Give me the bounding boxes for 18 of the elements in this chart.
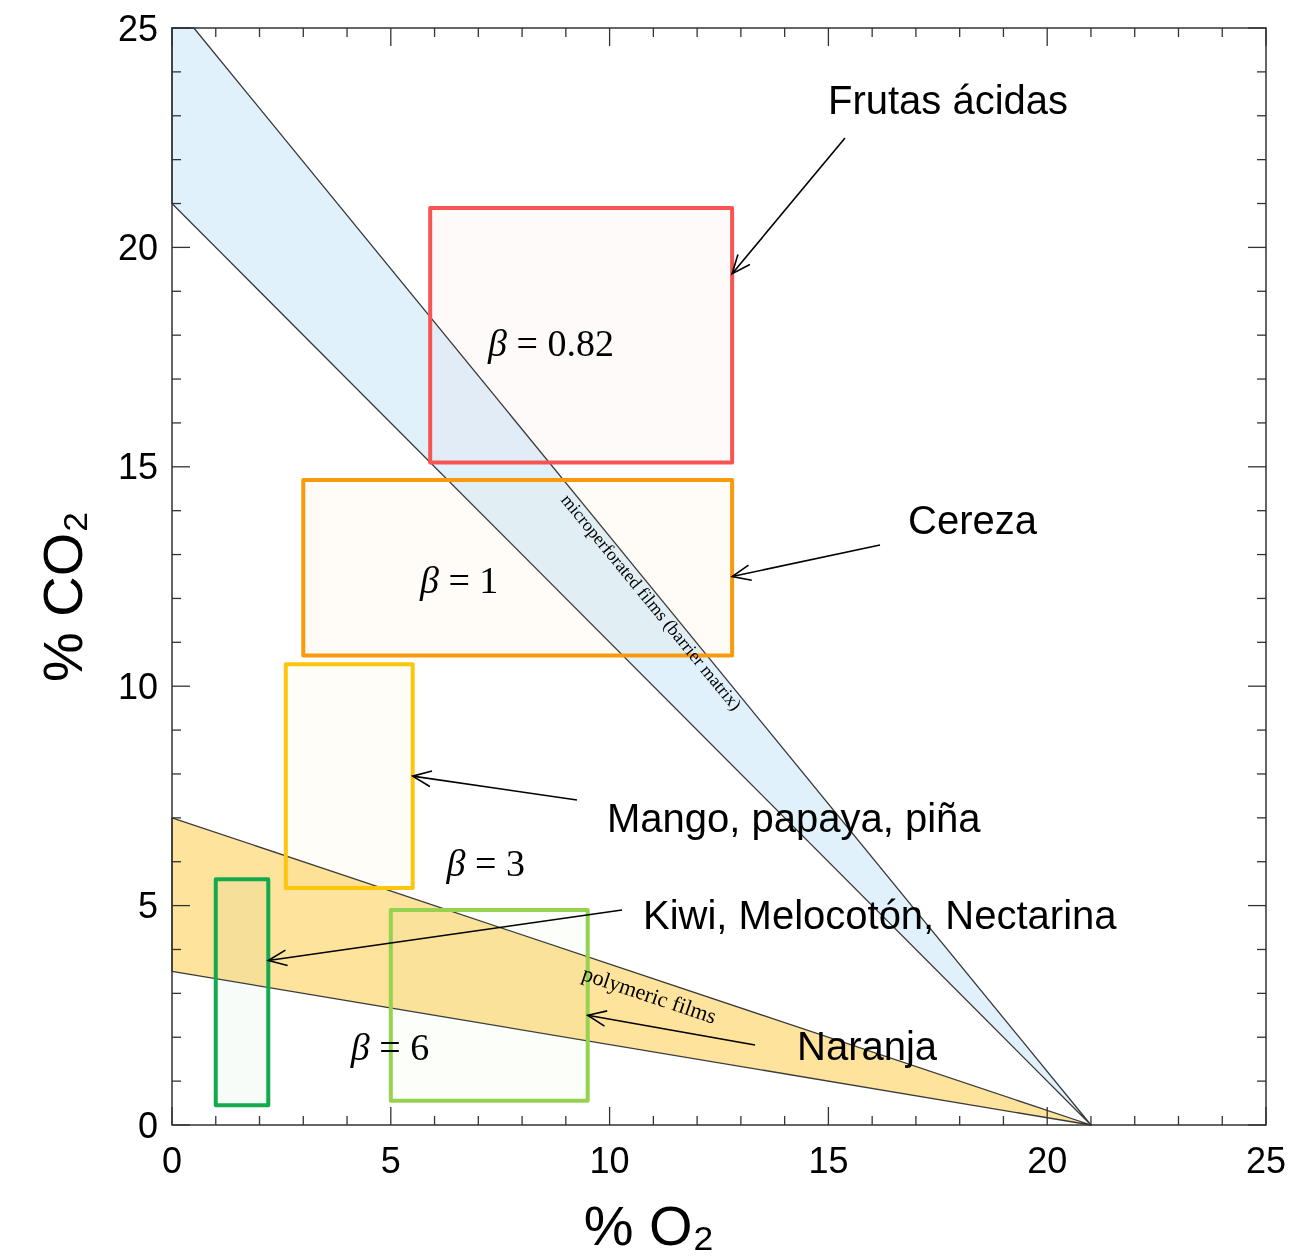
x-axis-title: % O₂ xyxy=(583,1194,715,1257)
y-tick-label: 5 xyxy=(137,885,158,927)
x-tick-label: 20 xyxy=(1027,1140,1068,1181)
y-tick-label: 15 xyxy=(117,446,158,488)
x-tick-label: 15 xyxy=(808,1140,849,1181)
x-tick-label: 5 xyxy=(380,1140,401,1181)
annotation: Cereza xyxy=(908,498,1038,542)
y-tick-label: 10 xyxy=(117,665,158,707)
y-tick-label: 0 xyxy=(137,1104,158,1146)
x-tick-label: 10 xyxy=(589,1140,630,1181)
annotation: β = 0.82 xyxy=(487,321,614,364)
annotation: β = 1 xyxy=(418,558,499,601)
y-axis-title: % CO₂ xyxy=(31,510,94,683)
x-tick-label: 25 xyxy=(1245,1140,1287,1181)
y-tick-label: 20 xyxy=(117,227,158,268)
annotation: Frutas ácidas xyxy=(828,78,1069,122)
annotation: β = 3 xyxy=(445,841,525,884)
y-tick-label: 25 xyxy=(117,7,158,49)
